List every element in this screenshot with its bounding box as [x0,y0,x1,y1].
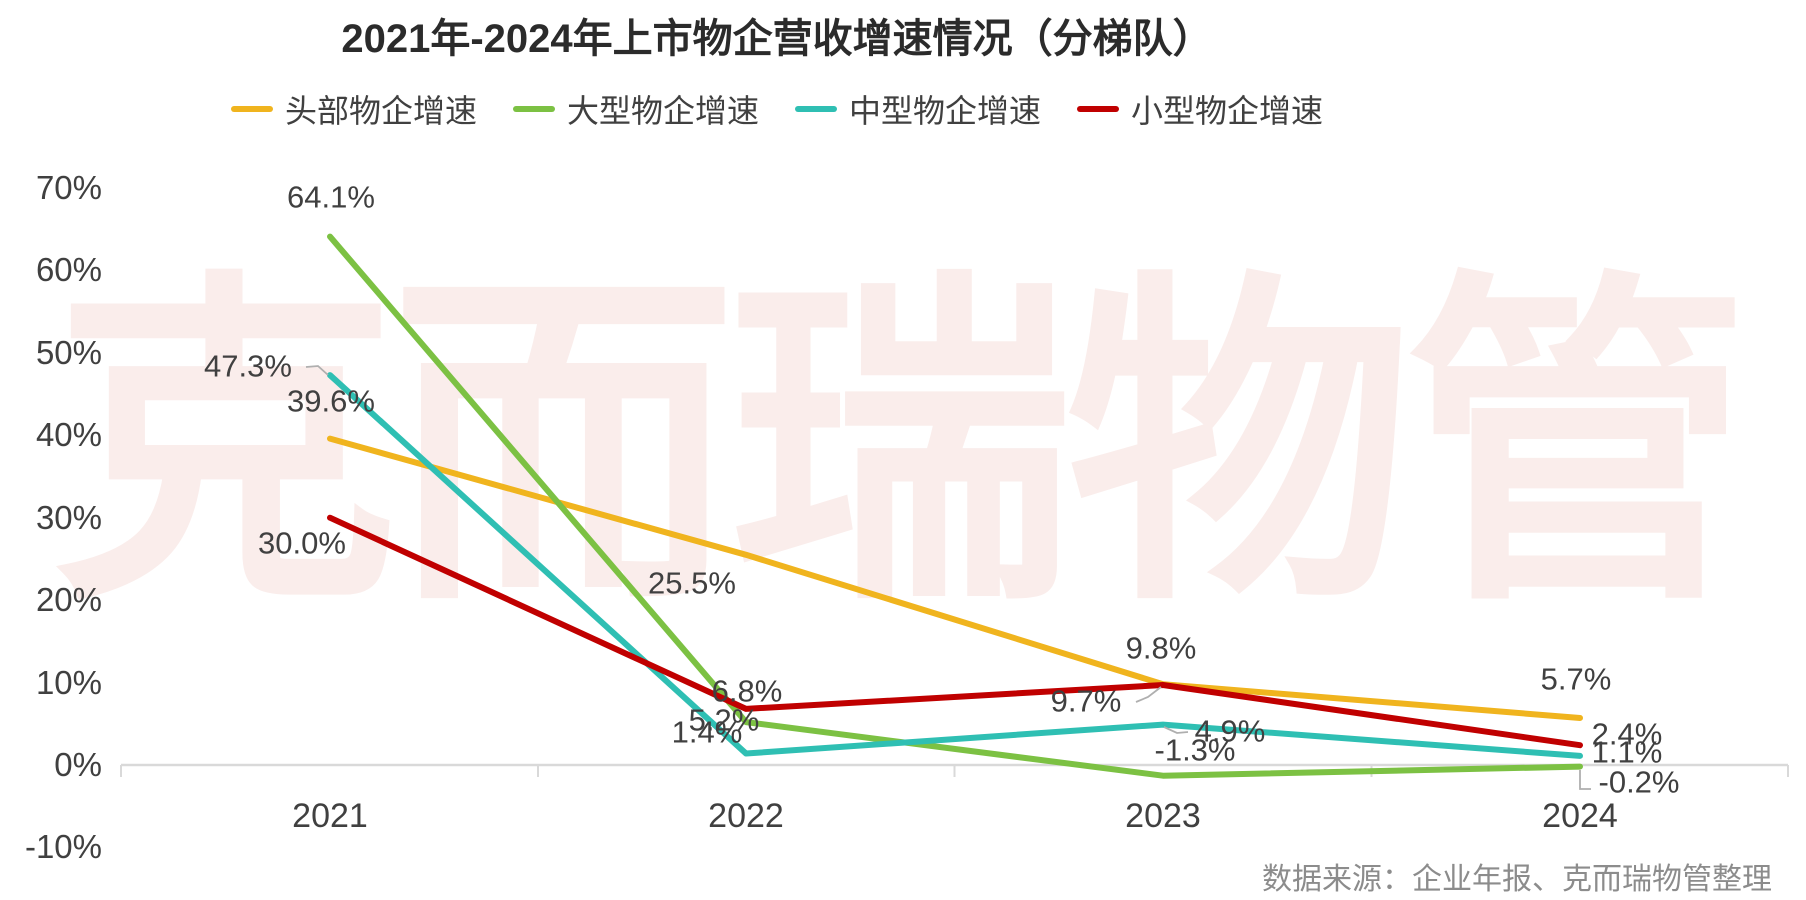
x-axis-label: 2023 [1125,797,1201,835]
x-axis [120,763,1789,777]
data-label: -1.3% [1154,732,1236,768]
legend-swatch-icon [795,106,837,112]
data-source-note: 数据来源：企业年报、克而瑞物管整理 [1262,863,1772,896]
legend-item-0: 头部物企增速 [230,86,477,132]
legend-label: 头部物企增速 [284,93,477,129]
legend-swatch-icon [1077,106,1120,112]
data-label: 25.5% [648,565,736,601]
x-axis-label: 2021 [292,797,368,835]
legend-swatch-icon [230,106,273,112]
y-axis-label: 70% [35,168,102,206]
chart-title: 2021年-2024年上市物企营收增速情况（分梯队） [341,17,1213,61]
data-label: 5.7% [1540,661,1612,697]
label-leader-line [305,365,329,376]
data-label: 5.2% [688,702,760,738]
label-leader-line [1135,686,1162,703]
y-axis-label: 10% [35,663,102,701]
series-line-0 [327,435,1583,721]
legend-label: 小型物企增速 [1131,93,1324,129]
data-label: 9.8% [1125,630,1197,666]
legend-item-1: 大型物企增速 [512,86,759,132]
y-axis-label: 40% [35,416,102,454]
y-axis-label: 60% [35,251,102,289]
data-label: 39.6% [287,383,375,419]
label-leader-line [1163,726,1189,734]
label-leader-line [1579,770,1591,790]
data-label: 6.8% [711,673,783,709]
x-axis-label: 2022 [708,797,784,835]
legend-swatch-icon [512,106,555,112]
chart-legend: 头部物企增速 大型物企增速 中型物企增速 小型物企增速 [0,86,1554,132]
data-label: -0.2% [1598,764,1680,800]
y-axis-label: 0% [54,746,102,783]
data-label: 4.9% [1194,713,1266,749]
y-axis-label: -10% [24,828,102,866]
y-axis-label: 20% [35,581,102,619]
series-line-1 [327,233,1583,779]
legend-item-2: 中型物企增速 [795,86,1041,132]
data-label: 64.1% [287,179,375,215]
x-axis-label: 2024 [1542,797,1618,835]
legend-label: 大型物企增速 [566,93,759,129]
y-axis-label: 50% [35,333,102,371]
data-label: 2.4% [1591,716,1663,752]
data-label: 30.0% [258,525,346,561]
series-line-3 [327,514,1583,749]
legend-label: 中型物企增速 [849,93,1042,129]
data-label: 1.4% [671,714,743,750]
legend-item-3: 小型物企增速 [1077,86,1323,132]
data-label: 1.1% [1591,734,1663,770]
series-line-2 [327,372,1583,759]
data-label: 47.3% [204,348,292,384]
data-label: 9.7% [1050,683,1122,719]
y-axis-label: 30% [35,498,102,536]
